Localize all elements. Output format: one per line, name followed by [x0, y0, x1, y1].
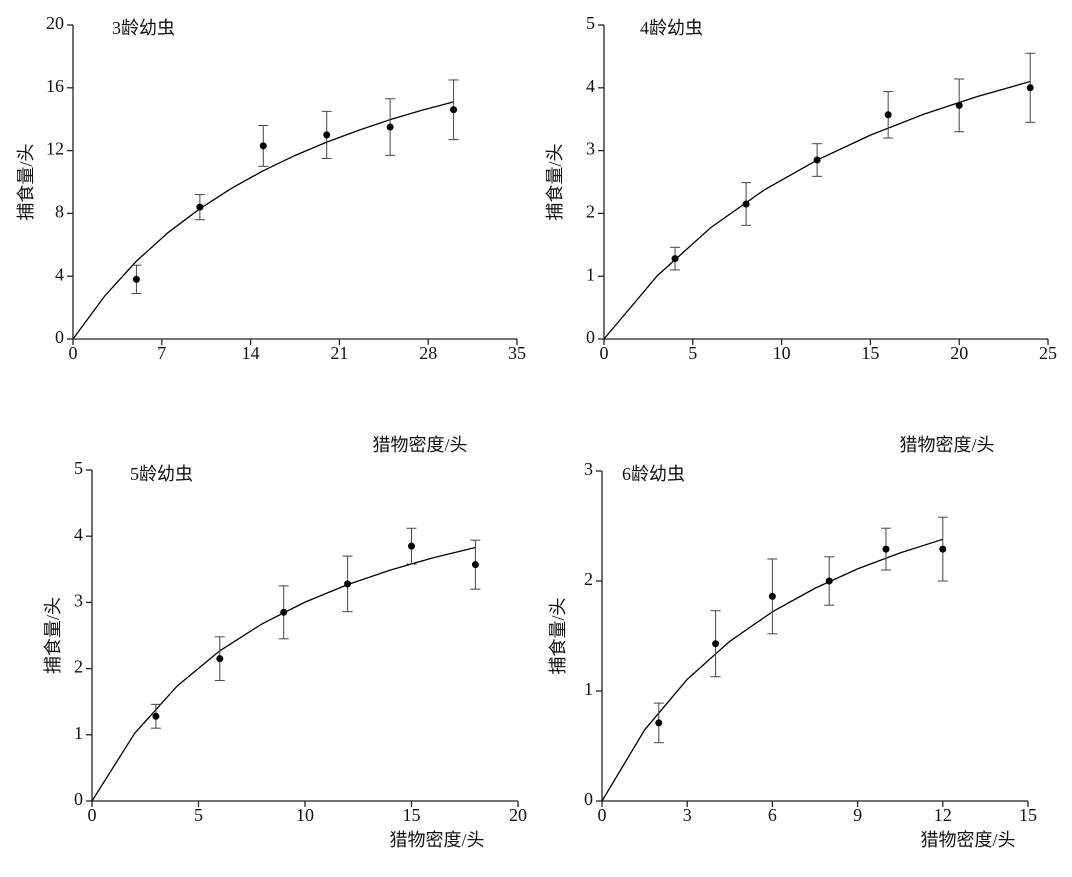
point: [132, 275, 140, 283]
x-tick-label: 3: [683, 805, 692, 825]
x-tick-label: 9: [853, 805, 862, 825]
point: [344, 580, 352, 588]
y-tick-label: 2: [586, 202, 595, 222]
y-tick-label: 0: [74, 789, 83, 809]
point: [955, 101, 963, 109]
x-tick-label: 15: [403, 805, 421, 825]
y-tick-label: 5: [74, 458, 83, 478]
panel-title: 5龄幼虫: [130, 464, 193, 484]
y-tick-label: 3: [74, 591, 83, 611]
panel-title: 4龄幼虫: [640, 18, 703, 38]
point: [386, 123, 394, 131]
x-tick-label: 15: [861, 343, 879, 363]
y-tick-label: 1: [584, 679, 593, 699]
x-tick-label: 0: [600, 343, 609, 363]
x-tick-label: 15: [1019, 805, 1037, 825]
point: [259, 142, 267, 150]
point: [152, 712, 160, 720]
point: [671, 255, 679, 263]
y-axis-label: 捕食量/头: [548, 597, 568, 674]
x-tick-label: 10: [296, 805, 314, 825]
point: [450, 106, 458, 114]
y-tick-label: 8: [55, 202, 64, 222]
x-tick-label: 6: [768, 805, 777, 825]
y-tick-label: 4: [586, 76, 595, 96]
x-tick-label: 25: [1039, 343, 1057, 363]
point: [1026, 84, 1034, 92]
x-tick-label: 0: [598, 805, 607, 825]
y-tick-label: 16: [46, 76, 64, 96]
y-tick-label: 3: [584, 459, 593, 479]
x-tick-label: 21: [330, 343, 348, 363]
panel-title: 6龄幼虫: [622, 464, 685, 484]
point: [882, 545, 890, 553]
point: [939, 545, 947, 553]
point: [280, 608, 288, 616]
x-axis-label: 猎物密度/头: [899, 435, 994, 455]
x-tick-label: 28: [419, 343, 437, 363]
x-tick-label: 35: [508, 343, 526, 363]
y-tick-label: 5: [586, 13, 595, 33]
x-tick-label: 10: [773, 343, 791, 363]
x-axis-label: 猎物密度/头: [372, 435, 467, 455]
x-tick-label: 5: [688, 343, 697, 363]
y-axis-label: 捕食量/头: [545, 143, 565, 220]
y-tick-label: 4: [55, 264, 64, 284]
y-axis-label: 捕食量/头: [43, 597, 63, 674]
point: [655, 719, 663, 727]
x-axis-label: 猎物密度/头: [389, 830, 484, 850]
y-tick-label: 12: [46, 139, 64, 159]
y-tick-label: 3: [586, 139, 595, 159]
x-tick-label: 20: [509, 805, 527, 825]
x-tick-label: 7: [157, 343, 166, 363]
y-tick-label: 20: [46, 13, 64, 33]
y-axis-label: 捕食量/头: [16, 143, 36, 220]
point: [408, 542, 415, 550]
point: [712, 640, 720, 648]
x-tick-label: 5: [194, 805, 203, 825]
point: [323, 131, 331, 139]
point: [216, 655, 224, 663]
x-tick-label: 12: [934, 805, 952, 825]
point: [813, 156, 821, 164]
y-tick-label: 0: [586, 327, 595, 347]
point: [196, 203, 204, 211]
y-tick-label: 0: [55, 327, 64, 347]
y-tick-label: 1: [74, 723, 83, 743]
y-tick-label: 2: [584, 569, 593, 589]
y-tick-label: 1: [586, 264, 595, 284]
x-tick-label: 20: [950, 343, 968, 363]
panel-title: 3龄幼虫: [112, 18, 175, 38]
y-tick-label: 2: [74, 657, 83, 677]
point: [742, 200, 750, 208]
point: [471, 561, 479, 569]
x-tick-label: 0: [88, 805, 97, 825]
x-axis-label: 猎物密度/头: [920, 830, 1015, 850]
fit-curve: [603, 80, 1031, 340]
y-tick-label: 0: [584, 789, 593, 809]
x-tick-label: 0: [69, 343, 78, 363]
point: [884, 111, 892, 119]
point: [825, 577, 833, 585]
x-tick-label: 14: [242, 343, 260, 363]
y-tick-label: 4: [74, 524, 83, 544]
point: [768, 592, 776, 600]
